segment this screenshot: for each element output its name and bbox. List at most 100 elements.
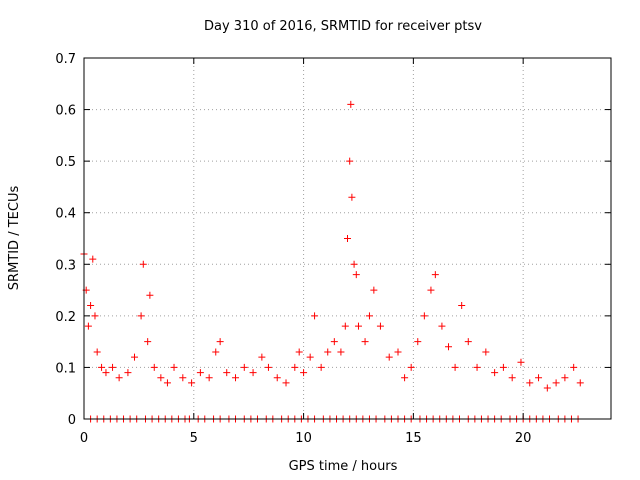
y-axis-label: SRMTID / TECUs — [7, 186, 22, 291]
plot-frame — [83, 57, 612, 420]
y-tick-label: 0.1 — [55, 361, 76, 376]
data-point — [311, 312, 319, 320]
data-point — [300, 369, 308, 377]
data-point — [431, 271, 439, 279]
data-point — [282, 379, 290, 387]
data-point — [352, 271, 360, 279]
data-point — [93, 348, 101, 356]
data-point — [273, 374, 281, 382]
x-tick-label: 15 — [405, 431, 422, 446]
y-tick-label: 0.2 — [55, 310, 76, 325]
data-point — [170, 363, 178, 371]
grid-lines — [84, 58, 611, 419]
chart-title: Day 310 of 2016, SRMTID for receiver pts… — [204, 19, 482, 34]
data-point — [526, 379, 534, 387]
data-point — [115, 374, 123, 382]
data-point — [150, 363, 158, 371]
data-point — [84, 322, 92, 330]
data-point — [240, 363, 248, 371]
data-point — [216, 338, 224, 346]
data-point — [144, 338, 152, 346]
data-point — [543, 384, 551, 392]
data-point — [341, 322, 349, 330]
y-tick-label: 0.3 — [55, 258, 76, 273]
data-point — [420, 312, 428, 320]
data-point — [348, 193, 356, 201]
data-point — [438, 322, 446, 330]
data-point — [394, 348, 402, 356]
axis-ticks: 0 5 10 15 20 0 0.1 0.2 0.3 0.4 0.5 0.6 0.7 — [55, 52, 611, 446]
data-point — [249, 369, 257, 377]
data-point — [445, 343, 453, 351]
data-point — [473, 363, 481, 371]
data-point — [212, 348, 220, 356]
data-point — [344, 235, 351, 242]
data-point — [109, 363, 117, 371]
y-tick-label: 0.6 — [55, 104, 76, 119]
x-tick-label: 5 — [190, 431, 198, 446]
data-point — [196, 369, 204, 377]
data-point — [337, 348, 345, 356]
data-point — [407, 363, 415, 371]
data-point — [87, 302, 95, 310]
data-point — [376, 322, 384, 330]
data-point — [124, 369, 132, 377]
data-point — [535, 374, 543, 382]
data-point — [499, 363, 507, 371]
data-point — [508, 374, 516, 382]
data-point — [491, 369, 499, 377]
x-tick-label: 0 — [80, 431, 88, 446]
data-point — [330, 338, 338, 346]
data-point — [370, 286, 378, 294]
data-point — [354, 322, 362, 330]
data-point — [464, 338, 472, 346]
data-point — [458, 302, 466, 310]
data-point — [131, 353, 139, 361]
data-point — [223, 369, 231, 377]
data-point — [295, 348, 303, 356]
y-tick-label: 0 — [68, 413, 76, 428]
data-point — [324, 348, 332, 356]
data-point — [385, 353, 393, 361]
data-point — [188, 379, 196, 387]
y-tick-label: 0.5 — [55, 155, 76, 170]
data-point — [232, 374, 240, 382]
data-point — [317, 363, 325, 371]
data-point — [347, 100, 355, 108]
data-point — [139, 260, 147, 268]
data-point — [482, 348, 490, 356]
data-point — [89, 255, 97, 263]
data-point — [157, 374, 165, 382]
data-point — [346, 157, 354, 165]
data-points — [80, 100, 584, 423]
data-point — [146, 291, 154, 299]
data-point — [258, 353, 266, 361]
data-point — [205, 374, 213, 382]
x-tick-label: 20 — [515, 431, 532, 446]
data-point — [561, 374, 569, 382]
data-point — [517, 358, 525, 366]
data-point — [102, 369, 110, 377]
y-tick-label: 0.7 — [55, 52, 76, 67]
data-point — [91, 312, 99, 320]
y-tick-label: 0.4 — [55, 207, 76, 222]
data-point — [350, 260, 358, 268]
data-point — [98, 363, 106, 371]
data-point — [570, 363, 578, 371]
data-point — [427, 286, 435, 294]
data-point — [552, 379, 560, 387]
data-point — [401, 374, 409, 382]
data-point — [365, 312, 373, 320]
data-point — [179, 374, 187, 382]
data-point — [306, 353, 314, 361]
data-point — [576, 379, 584, 387]
data-point — [163, 379, 171, 387]
data-point — [137, 312, 145, 320]
data-point — [451, 363, 459, 371]
x-axis-label: GPS time / hours — [289, 459, 398, 474]
data-point — [291, 363, 299, 371]
x-tick-label: 10 — [295, 431, 312, 446]
data-point — [264, 363, 272, 371]
